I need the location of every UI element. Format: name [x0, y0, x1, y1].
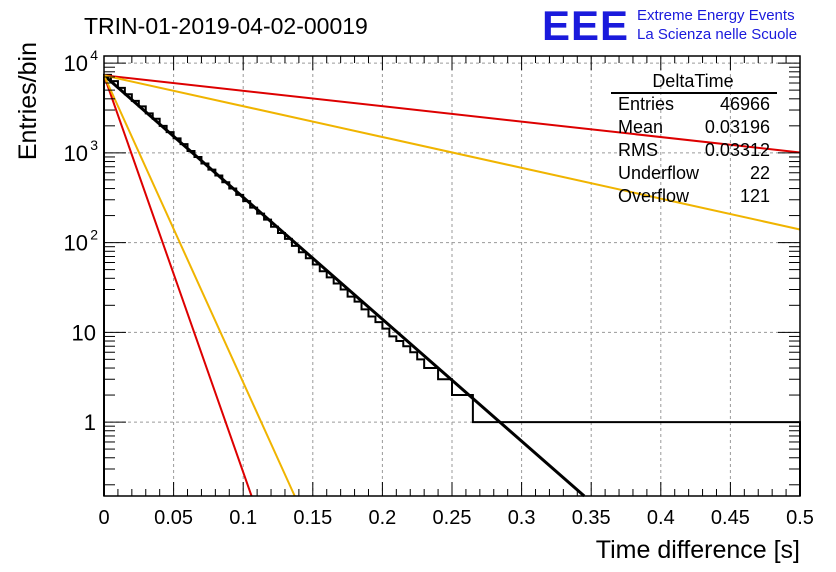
x-tick-label: 0.3: [508, 507, 536, 529]
x-tick-label: 0.5: [786, 507, 814, 529]
stats-row-label: Mean: [618, 117, 663, 137]
y-tick-exponent: 2: [90, 227, 98, 243]
stats-box: DeltaTime Entries 46966 Mean 0.03196 RMS 0.03…: [611, 71, 777, 206]
stats-row-value: 121: [740, 186, 770, 206]
x-axis-label: Time difference [s]: [596, 536, 800, 564]
tick-labels: 0 0.05 0.1 0.15 0.2 0.25 0.3 0.35 0.4 0.45 0.5 1 10 1…: [64, 47, 814, 529]
fit-line: [103, 75, 253, 497]
fit-lines: [103, 74, 801, 498]
stats-row-value: 0.03312: [705, 140, 770, 160]
y-tick-exponent: 4: [90, 47, 98, 63]
stats-row-label: Entries: [618, 94, 674, 114]
x-tick-label: 0.15: [293, 507, 332, 529]
x-tick-label: 0.2: [368, 507, 396, 529]
x-tick-label: 0.05: [154, 507, 193, 529]
y-tick-label: 10: [72, 320, 96, 345]
y-tick-label: 10: [64, 51, 88, 76]
y-tick-label: 10: [64, 141, 88, 166]
stats-row-label: Underflow: [618, 163, 700, 183]
fit-line: [103, 74, 801, 231]
grid-lines: [104, 56, 800, 496]
y-axis-label: Entries/bin: [14, 42, 42, 160]
y-tick-exponent: 3: [90, 137, 98, 153]
x-tick-label: 0.45: [711, 507, 750, 529]
x-tick-label: 0.1: [229, 507, 257, 529]
y-tick-label: 1: [84, 410, 96, 435]
stats-title: DeltaTime: [652, 71, 733, 91]
logo-tagline-2: La Scienza nelle Scuole: [637, 26, 797, 43]
fit-line: [103, 74, 586, 498]
y-tick-label: 10: [64, 231, 88, 256]
x-tick-label: 0.4: [647, 507, 675, 529]
stats-row-value: 0.03196: [705, 117, 770, 137]
x-tick-label: 0.35: [572, 507, 611, 529]
x-tick-label: 0: [98, 507, 109, 529]
stats-row-label: Overflow: [618, 186, 690, 206]
logo-tagline-1: Extreme Energy Events: [637, 7, 795, 24]
chart-title: TRIN-01-2019-04-02-00019: [84, 13, 368, 39]
fit-line: [103, 74, 801, 154]
stats-row-value: 46966: [720, 94, 770, 114]
eee-logo: EEE: [542, 2, 629, 49]
stats-row-value: 22: [750, 163, 770, 183]
fit-line: [103, 74, 296, 497]
x-tick-label: 0.25: [433, 507, 472, 529]
axis-ticks: [103, 56, 801, 496]
stats-row-label: RMS: [618, 140, 658, 160]
stats-rows: Entries 46966 Mean 0.03196 RMS 0.03312Underfl…: [618, 94, 770, 206]
